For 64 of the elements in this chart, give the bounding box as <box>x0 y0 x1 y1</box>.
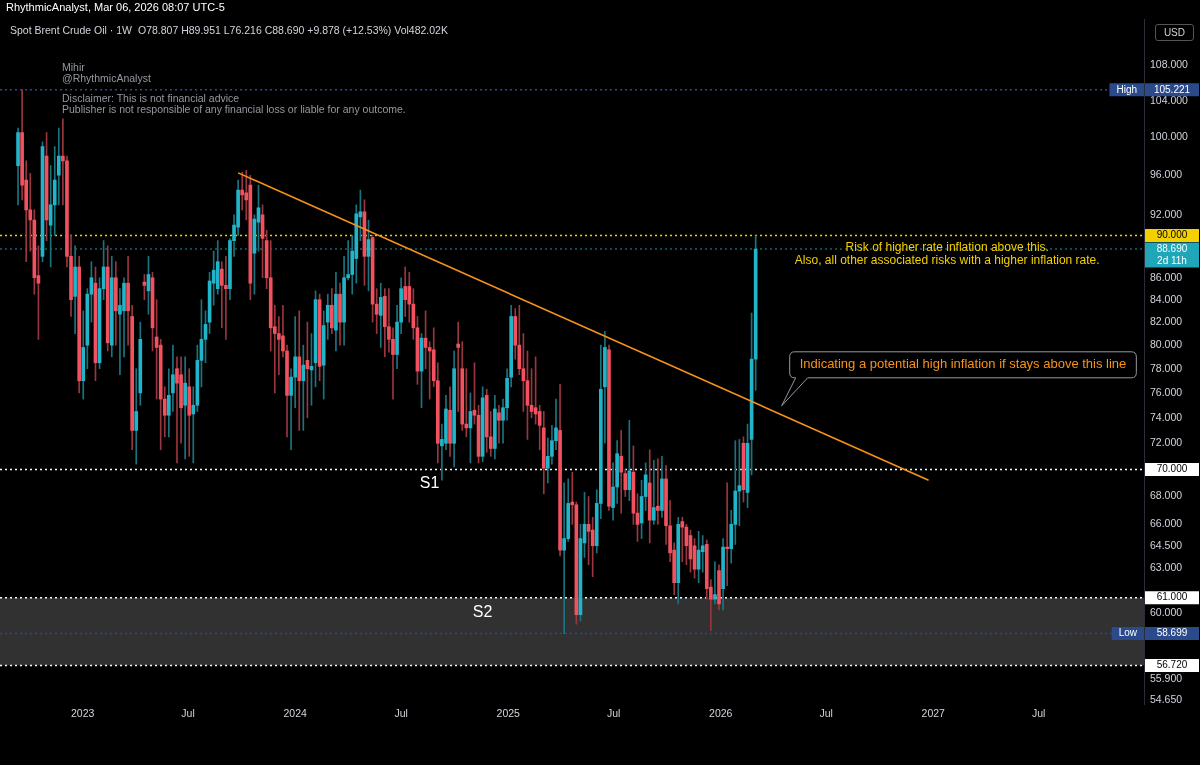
x-tick-label: 2024 <box>283 706 308 719</box>
y-tick-label: 78.000 <box>1150 361 1183 374</box>
x-tick-label: 2025 <box>496 706 521 719</box>
x-tick-label: Jul <box>606 706 621 719</box>
y-tick-label: 104.000 <box>1150 93 1189 106</box>
y-tick-label: 72.000 <box>1150 436 1183 449</box>
candlestick <box>297 310 302 431</box>
y-tick-label: 76.000 <box>1150 385 1183 398</box>
ref-line-label: 61.000 <box>1156 591 1188 603</box>
y-tick-label: 108.000 <box>1150 58 1189 71</box>
y-tick-label: 60.000 <box>1150 606 1183 619</box>
candlestick <box>183 356 187 460</box>
candlestick <box>374 288 379 334</box>
candlestick <box>175 356 179 464</box>
annotation: @RhythmicAnalyst <box>62 72 152 84</box>
ref-line-label: 70.000 <box>1156 463 1188 475</box>
y-tick-label: 100.000 <box>1150 130 1189 143</box>
text: RhythmicAnalyst, Mar 06, 2026 08:07 UTC-5 <box>6 1 225 13</box>
x-tick-label: Jul <box>819 706 833 719</box>
x-tick-label: 2026 <box>709 706 733 719</box>
y-tick-label: 66.000 <box>1150 517 1183 530</box>
y-tick-label: 74.000 <box>1150 410 1183 423</box>
annotation: Mihir <box>62 61 86 73</box>
annotation: S2 <box>472 602 493 620</box>
y-tick-label: 54.650 <box>1150 693 1183 706</box>
y-tick-label: 68.000 <box>1150 489 1183 502</box>
y-tick-label: 92.000 <box>1150 207 1183 220</box>
candlestick <box>700 535 705 573</box>
text: O78.807 H89.951 L76.216 C88.690 +9.878 (+12.53%) Vol482.02K <box>137 24 448 36</box>
text: Indicating a potential high inflation if stays above this line <box>799 356 1127 372</box>
annotation: Risk of higher rate inflation above this. Also, all other associated risks with a higher inflation rate. <box>794 240 1100 268</box>
candlestick <box>725 482 729 586</box>
ref-line-label: 56.720 <box>1156 659 1188 671</box>
y-tick-label: 82.000 <box>1150 315 1183 328</box>
x-tick-label: Jul <box>1031 706 1046 719</box>
candlestick <box>619 430 624 514</box>
candlestick <box>562 482 566 634</box>
y-tick-label: 64.500 <box>1150 538 1183 551</box>
y-tick-label: 80.000 <box>1150 338 1183 351</box>
x-tick-label: Jul <box>181 706 195 719</box>
y-tick-label: 55.900 <box>1150 671 1183 684</box>
y-tick-label: 96.000 <box>1150 168 1183 181</box>
candlestick <box>680 516 685 563</box>
candlestick <box>224 256 228 340</box>
candlestick <box>713 561 717 605</box>
y-tick-label: 84.000 <box>1150 292 1183 305</box>
annotation: Publisher is not responsible of any financial loss or liable for any outcome. <box>62 103 406 115</box>
candlestick <box>301 344 306 431</box>
candlestick <box>656 458 660 525</box>
annotation: Disclaimer: This is not financial advice <box>62 92 241 104</box>
x-tick-label: 2023 <box>70 706 95 719</box>
candlestick <box>651 459 656 525</box>
annotation: S1 <box>419 474 440 492</box>
ref-line-label: 90.000 <box>1156 229 1188 241</box>
y-tick-label: 63.000 <box>1150 560 1183 573</box>
text: Spot Brent Crude Oil · 1W <box>10 24 132 36</box>
y-tick-label: 86.000 <box>1150 270 1183 283</box>
candlestick <box>497 404 501 444</box>
ref-line-label: 88.690 2d 11h <box>1156 242 1188 266</box>
y-axis-title: USD <box>1154 24 1194 41</box>
text: Low 58.699 <box>1118 627 1188 639</box>
x-tick-label: Jul <box>394 706 408 719</box>
text: High 105.221 <box>1116 83 1191 95</box>
x-tick-label: 2027 <box>921 706 946 719</box>
